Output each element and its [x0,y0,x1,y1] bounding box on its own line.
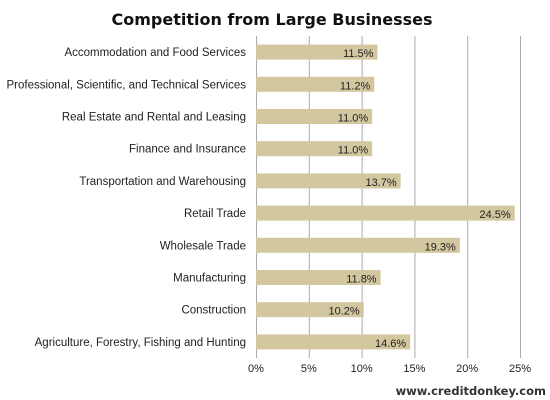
data-labels: 11.5% 11.2% 11.0% 11.0% 13.7% 24.5% 19.3% 11.8%… [329,48,511,350]
bar [256,44,378,60]
bars [256,44,515,350]
category-labels: Accommodation and Food Services Professio… [7,47,247,349]
data-label: 11.0% [338,113,369,125]
category-label: Construction [181,305,246,317]
bar [256,205,515,221]
bar [256,173,401,189]
data-label: 11.0% [338,145,369,157]
bar [256,109,373,124]
bar [256,76,375,92]
x-tick-label: 15% [403,363,425,375]
category-label: Real Estate and Rental and Leasing [62,112,246,124]
category-label: Agriculture, Forestry, Fishing and Hunti… [35,337,246,349]
chart-title: Competition from Large Businesses [111,10,432,29]
category-label: Retail Trade [184,208,246,220]
bar [256,334,411,350]
data-label: 11.2% [340,80,371,92]
category-label: Wholesale Trade [160,240,246,252]
x-tick-label: 5% [301,363,317,375]
data-label: 13.7% [365,177,396,189]
bar [256,141,373,157]
category-label: Transportation and Warehousing [79,176,246,188]
x-axis-ticks: 0% 5% 10% 15% 20% 25% [248,363,531,375]
x-tick-label: 20% [456,363,478,375]
bar [256,302,364,318]
data-label: 24.5% [480,209,511,221]
data-label: 14.6% [375,338,406,350]
category-label: Manufacturing [173,273,246,285]
category-label: Accommodation and Food Services [64,47,246,59]
bar [256,270,381,285]
category-label: Finance and Insurance [129,144,246,156]
category-label: Professional, Scientific, and Technical … [7,79,247,91]
data-label: 10.2% [329,306,360,318]
data-label: 19.3% [425,241,456,253]
x-tick-label: 10% [351,363,373,375]
bar [256,237,460,253]
data-label: 11.8% [346,274,377,286]
x-tick-label: 0% [248,363,264,375]
x-tick-label: 25% [509,363,531,375]
watermark: www.creditdonkey.com [396,384,546,398]
data-label: 11.5% [343,48,374,60]
